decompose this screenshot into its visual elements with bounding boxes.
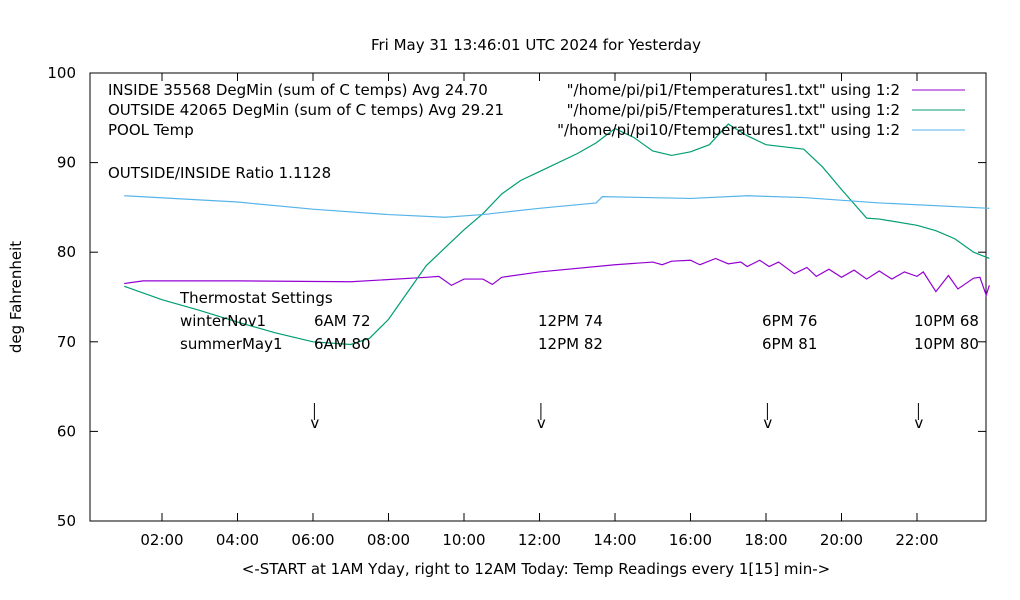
- y-tick-label: 70: [57, 333, 76, 351]
- series-line-2: [124, 195, 990, 218]
- y-tick-label: 50: [57, 512, 76, 530]
- y-tick-label: 90: [57, 154, 76, 172]
- series-line-0: [124, 257, 990, 298]
- thermostat-title: Thermostat Settings: [179, 289, 333, 307]
- y-tick-label: 60: [57, 422, 76, 440]
- x-tick-label: 08:00: [367, 531, 410, 549]
- y-axis-label: deg Fahrenheit: [7, 241, 25, 353]
- legend-source: "/home/pi/pi1/Ftemperatures1.txt" using …: [567, 81, 900, 99]
- x-tick-label: 14:00: [593, 531, 636, 549]
- y-tick-label: 100: [47, 64, 76, 82]
- legend: INSIDE 35568 DegMin (sum of C temps) Avg…: [108, 81, 965, 139]
- x-axis-label: <-START at 1AM Yday, right to 12AM Today…: [242, 560, 830, 578]
- arrow-head-label: v: [537, 414, 546, 432]
- arrow-head-label: v: [914, 414, 923, 432]
- x-tick-label: 16:00: [669, 531, 712, 549]
- arrow-head-label: v: [763, 414, 772, 432]
- x-tick-label: 04:00: [216, 531, 259, 549]
- thermostat-setting: 6AM 80: [314, 335, 371, 353]
- thermostat-setting: 10PM 68: [914, 312, 979, 330]
- thermostat-setting: 12PM 82: [538, 335, 603, 353]
- series-line-1: [124, 123, 990, 346]
- x-tick-label: 02:00: [140, 531, 183, 549]
- thermostat-row-label: summerMay1: [180, 335, 283, 353]
- plot-frame: [89, 72, 987, 522]
- x-tick-label: 18:00: [744, 531, 787, 549]
- thermostat-setting: 6PM 76: [762, 312, 817, 330]
- thermostat-setting: 10PM 80: [914, 335, 979, 353]
- thermostat-row-label: winterNov1: [180, 312, 266, 330]
- thermostat-setting: 6AM 72: [314, 312, 371, 330]
- x-tick-label: 12:00: [518, 531, 561, 549]
- legend-name: OUTSIDE 42065 DegMin (sum of C temps) Av…: [108, 101, 504, 119]
- chart-title: Fri May 31 13:46:01 UTC 2024 for Yesterd…: [371, 36, 701, 54]
- legend-name: POOL Temp: [108, 121, 194, 139]
- x-tick-label: 20:00: [820, 531, 863, 549]
- y-tick-label: 80: [57, 243, 76, 261]
- thermostat-setting: 6PM 81: [762, 335, 817, 353]
- thermostat-setting: 12PM 74: [538, 312, 603, 330]
- legend-name: INSIDE 35568 DegMin (sum of C temps) Avg…: [108, 81, 488, 99]
- x-tick-label: 06:00: [291, 531, 334, 549]
- ratio-annotation: OUTSIDE/INSIDE Ratio 1.1128: [108, 164, 331, 182]
- x-tick-label: 22:00: [895, 531, 938, 549]
- x-tick-label: 10:00: [442, 531, 485, 549]
- legend-source: "/home/pi/pi10/Ftemperatures1.txt" using…: [557, 121, 900, 139]
- arrow-head-label: v: [310, 414, 319, 432]
- legend-source: "/home/pi/pi5/Ftemperatures1.txt" using …: [567, 101, 900, 119]
